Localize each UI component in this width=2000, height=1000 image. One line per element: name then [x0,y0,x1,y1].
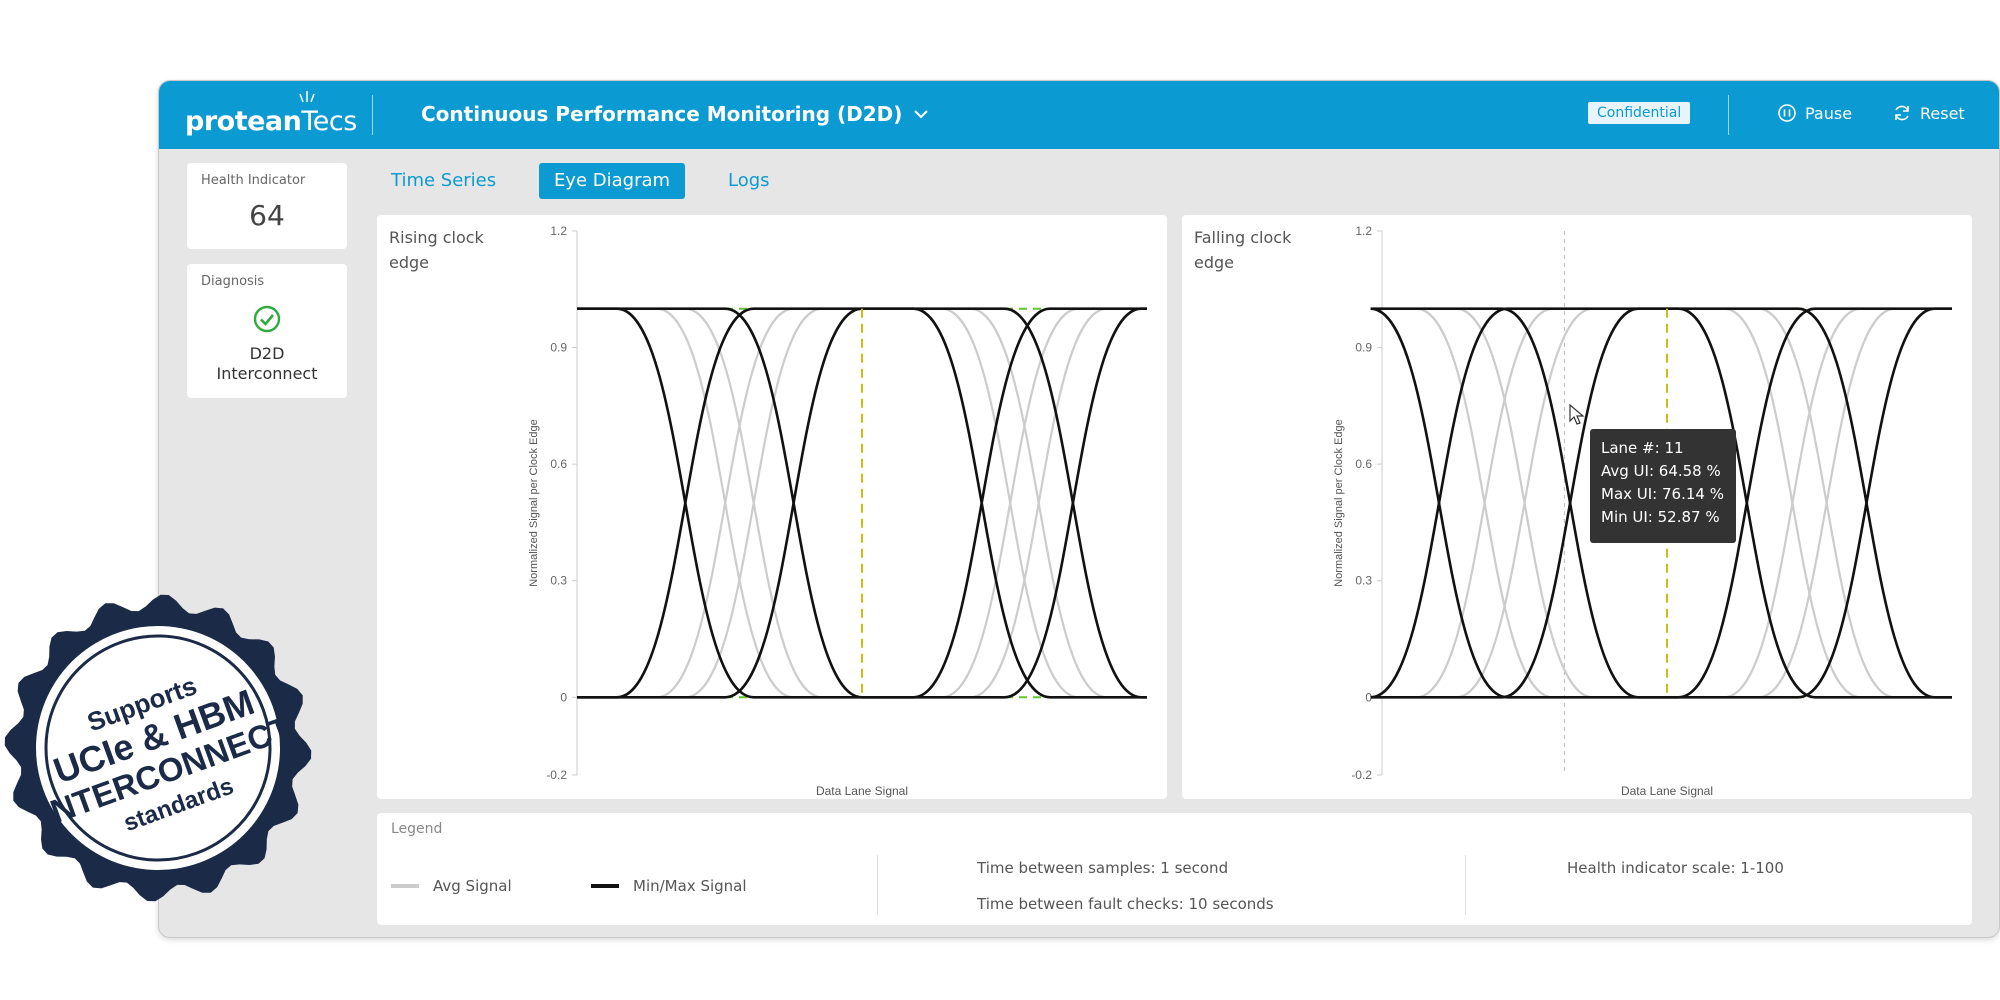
y-axis-label: Normalized Signal per Clock Edge [528,419,540,587]
header-divider [372,95,373,135]
logo-text-protean: protean [185,106,302,137]
mouse-cursor-icon [1569,404,1585,425]
minmax-signal-curve [577,307,1147,699]
legend-divider [877,855,878,915]
pause-button[interactable]: Pause [1777,103,1852,123]
y-tick-label: 0.6 [550,457,567,471]
y-axis-label: Normalized Signal per Clock Edge [1333,419,1345,587]
legend-faults-info: Time between fault checks: 10 seconds [977,895,1274,913]
stamp-inner-circle [36,626,280,870]
rising-edge-title: Rising clock edge [389,228,484,272]
check-circle-icon [253,305,281,333]
falling-edge-eye-diagram: 1.2 0.9 0.6 0.3 0 -0.2 Normalized Signal per C… [1333,224,1952,798]
y-tick-label: 0.3 [550,574,567,588]
dashboard-selector[interactable]: Continuous Performance Monitoring (D2D) [421,102,929,126]
y-tick-label: 1.2 [550,224,567,238]
y-tick-label: 0.9 [1355,341,1372,355]
minmax-signal-curve [577,307,1147,699]
stamp-inner-ring [44,634,272,862]
y-tick-label: 0 [560,690,567,704]
minmax-signal-curve [577,307,1147,699]
header-divider-right [1728,95,1729,135]
avg-signal-swatch [391,884,419,888]
minmax-signal-curve [1382,307,1952,699]
y-tick-label: 0 [1365,690,1372,704]
page-title: Continuous Performance Monitoring (D2D) [421,102,903,126]
pause-label: Pause [1805,103,1853,123]
legend-minmax-signal: Min/Max Signal [591,877,747,895]
legend-panel: Legend Avg Signal Min/Max Signal Time be… [377,813,1972,925]
x-axis-label: Data Lane Signal [816,784,908,798]
tooltip-avg-ui: Avg UI: 64.58 % [1601,462,1721,480]
minmax-signal-curve [1382,307,1952,699]
diagnosis-card: Diagnosis D2D Interconnect [187,264,347,398]
falling-edge-title: Falling clock edge [1194,228,1292,272]
pause-icon [1778,104,1796,122]
falling-edge-panel: Falling clock edge 1.2 0.9 0.6 0.3 0 -0.2 Norm… [1182,215,1972,799]
diagnosis-line-1: D2D [249,344,285,363]
logo-rays-icon [299,91,315,103]
legend-title: Legend [391,821,443,837]
rising-edge-panel: Rising clock edge 1.2 0.9 0.6 0.3 0 -0.2 Norma… [377,215,1167,799]
protean-tecs-logo: protean Tecs [185,91,357,137]
minmax-signal-label: Min/Max Signal [633,877,747,895]
legend-avg-signal: Avg Signal [391,877,512,895]
legend-divider [1465,855,1466,915]
health-indicator-value: 64 [249,199,285,232]
health-indicator-label: Health Indicator [201,173,306,188]
legend-scale-info: Health indicator scale: 1-100 [1567,859,1784,877]
y-tick-label: 1.2 [1355,224,1372,238]
lane-tooltip: Lane #: 11 Avg UI: 64.58 % Max UI: 76.14… [1590,429,1736,543]
diagnosis-value: D2D Interconnect [187,344,347,384]
confidential-badge: Confidential [1588,102,1691,124]
rising-edge-eye-diagram: 1.2 0.9 0.6 0.3 0 -0.2 Normalized Signal per C… [528,224,1147,798]
diagnosis-line-2: Interconnect [216,364,318,383]
app-header: protean Tecs Continuous Performance Monit… [159,81,1999,149]
diagnosis-label: Diagnosis [201,274,265,289]
reset-label: Reset [1920,103,1965,123]
y-tick-label: -0.2 [546,768,567,782]
tab-time-series[interactable]: Time Series [391,170,497,191]
tooltip-max-ui: Max UI: 76.14 % [1601,485,1724,503]
refresh-icon [1895,105,1909,121]
minmax-signal-swatch [591,884,619,888]
minmax-signal-curve [577,307,1147,699]
y-tick-label: 0.9 [550,341,567,355]
minmax-signal-curve [1370,307,1952,699]
tooltip-min-ui: Min UI: 52.87 % [1601,508,1720,526]
avg-signal-label: Avg Signal [433,877,512,895]
legend-samples-info: Time between samples: 1 second [977,859,1229,877]
tab-logs[interactable]: Logs [728,170,770,191]
standards-stamp: Supports UCIe & HBM INTERCONNECT standar… [4,594,312,902]
tab-eye-diagram[interactable]: Eye Diagram [539,163,685,199]
reset-button[interactable]: Reset [1892,103,1965,123]
chevron-down-icon [914,110,929,119]
y-tick-label: -0.2 [1351,768,1372,782]
y-tick-label: 0.3 [1355,574,1372,588]
minmax-signal-curve [1370,307,1952,699]
tooltip-lane: Lane #: 11 [1601,439,1684,457]
logo-text-tecs: Tecs [301,106,357,137]
x-axis-label: Data Lane Signal [1621,784,1713,798]
health-indicator-card: Health Indicator 64 [187,163,347,249]
y-tick-label: 0.6 [1355,457,1372,471]
